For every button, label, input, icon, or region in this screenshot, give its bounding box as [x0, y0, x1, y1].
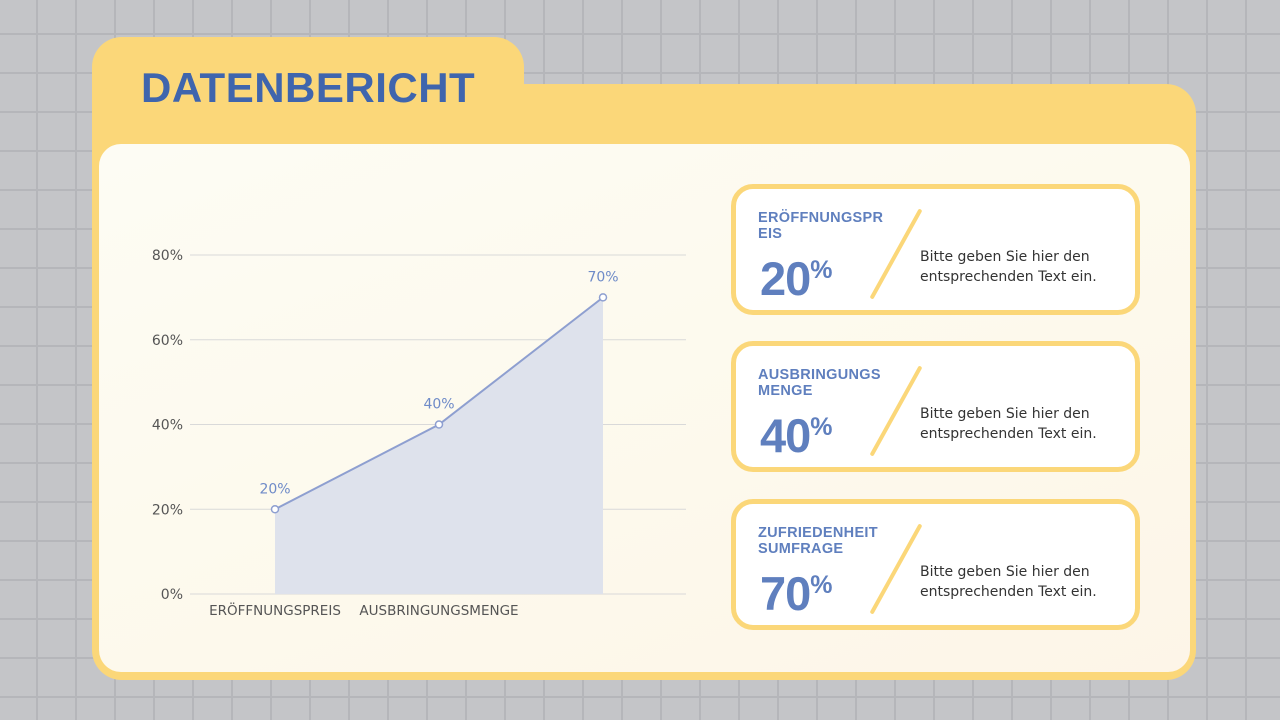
- data-point: [270, 505, 280, 514]
- data-label: 70%: [587, 269, 618, 285]
- card-label: AUSBRINGUNGSMENGE: [758, 367, 881, 399]
- y-tick-label: 0%: [161, 587, 183, 603]
- area-fill: [275, 297, 603, 594]
- y-tick-label: 60%: [152, 333, 183, 349]
- stat-card-eroeffnungspreis: ERÖFFNUNGSPREIS 20% Bitte geben Sie hier…: [731, 184, 1140, 315]
- card-label: ERÖFFNUNGSPREIS: [758, 210, 884, 242]
- card-value-number: 40: [760, 409, 811, 462]
- data-point: [434, 420, 444, 429]
- card-value: 40%: [760, 402, 833, 461]
- y-tick-label: 20%: [152, 502, 183, 518]
- card-value-unit: %: [810, 256, 833, 284]
- card-value: 70%: [760, 560, 833, 619]
- data-label: 20%: [259, 481, 290, 497]
- card-value: 20%: [760, 245, 833, 304]
- card-description[interactable]: Bitte geben Sie hier den entsprechenden …: [920, 406, 1097, 442]
- card-description[interactable]: Bitte geben Sie hier den entsprechenden …: [920, 564, 1097, 600]
- data-label: 40%: [423, 397, 454, 413]
- card-value-number: 70: [760, 567, 811, 620]
- card-label: ZUFRIEDENHEIT SUMFRAGE: [758, 525, 878, 557]
- y-tick-label: 80%: [152, 248, 183, 264]
- page-title: DATENBERICHT: [141, 64, 476, 111]
- stat-card-ausbringungsmenge: AUSBRINGUNGSMENGE 40% Bitte geben Sie hi…: [731, 341, 1140, 472]
- x-tick-label: AUSBRINGUNGSMENGE: [359, 603, 518, 619]
- y-tick-label: 40%: [152, 418, 183, 434]
- card-value-unit: %: [810, 413, 833, 441]
- data-point: [598, 293, 608, 302]
- x-tick-label: ERÖFFNUNGSPREIS: [209, 601, 341, 619]
- card-value-unit: %: [810, 571, 833, 599]
- card-description[interactable]: Bitte geben Sie hier den entsprechenden …: [920, 249, 1097, 285]
- card-value-number: 20: [760, 252, 811, 305]
- stat-card-zufriedenheit: ZUFRIEDENHEIT SUMFRAGE 70% Bitte geben S…: [731, 499, 1140, 630]
